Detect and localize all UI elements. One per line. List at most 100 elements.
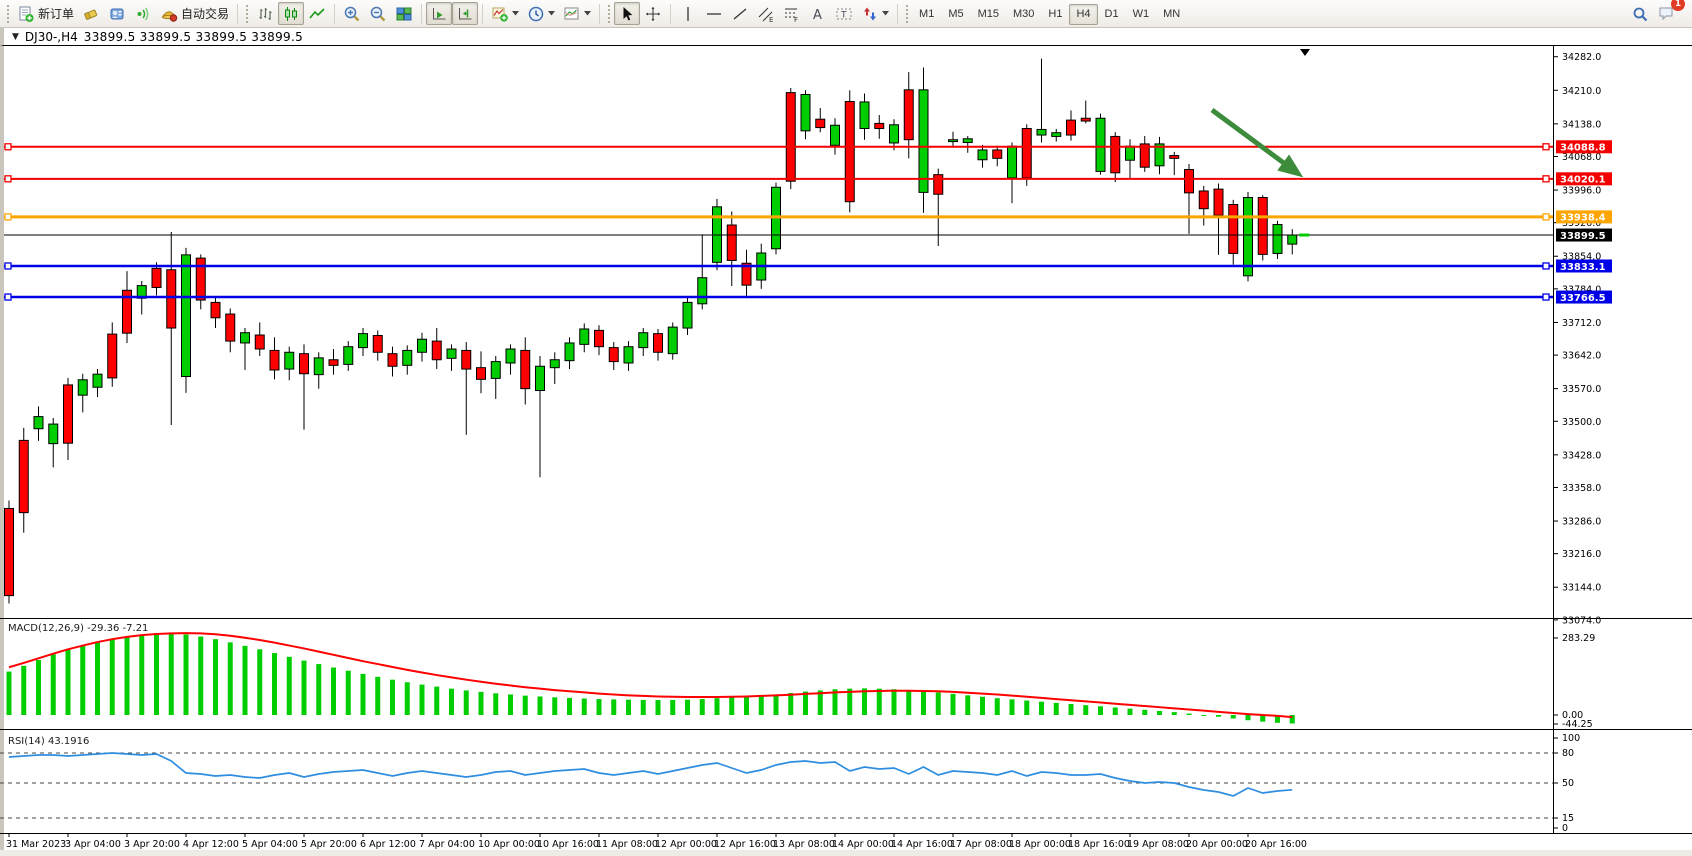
- macd-histogram-bar: [198, 636, 204, 715]
- bar-chart-button[interactable]: [252, 2, 278, 25]
- macd-histogram-bar: [493, 693, 499, 715]
- timeframe-group: M1 M5 M15 M30 H1 H4 D1 W1 MN: [912, 2, 1187, 25]
- macd-histogram-bar: [154, 633, 159, 715]
- macd-histogram-bar: [463, 690, 469, 715]
- new-order-button[interactable]: 新订单: [13, 2, 78, 25]
- macd-histogram-bar: [286, 656, 292, 715]
- macd-histogram-bar: [965, 695, 971, 715]
- zoom-in-button[interactable]: [339, 2, 365, 25]
- toolbar-separator: [897, 3, 899, 24]
- candle: [830, 124, 840, 146]
- equidistant-channel-tool-button[interactable]: E: [753, 2, 779, 25]
- chart-shift-button[interactable]: [452, 2, 479, 25]
- macd-histogram-bar: [316, 664, 322, 715]
- periods-dropdown-button[interactable]: [523, 2, 559, 25]
- macd-histogram-bar: [242, 645, 248, 715]
- macd-histogram-bar: [1275, 715, 1280, 723]
- templates-dropdown-button[interactable]: [559, 2, 595, 25]
- timeframe-h1[interactable]: H1: [1041, 4, 1069, 25]
- macd-histogram-bar: [80, 646, 86, 715]
- macd-histogram-bar: [567, 697, 572, 715]
- macd-histogram-bar: [758, 695, 764, 715]
- line-handle: [1542, 213, 1550, 221]
- svg-text:F: F: [794, 16, 798, 23]
- arrows-dropdown-button[interactable]: [857, 2, 893, 25]
- macd-histogram-bar: [1024, 700, 1030, 715]
- candle: [977, 149, 988, 161]
- crosshair-tool-button[interactable]: [640, 2, 666, 25]
- chart-window: ▼ DJ30-,H4 33899.5 33899.5 33899.5 33899…: [0, 28, 1692, 856]
- candlestick-chart-button[interactable]: [278, 2, 305, 25]
- candle: [254, 334, 265, 350]
- price-tick-label: 33144.0: [1562, 583, 1601, 594]
- macd-histogram-bar: [906, 690, 912, 715]
- chart-shift-marker-icon: [1300, 49, 1310, 56]
- timeframe-mn[interactable]: MN: [1156, 4, 1187, 25]
- horizontal-line-icon: [705, 5, 723, 23]
- macd-histogram-bar: [773, 694, 779, 715]
- candle: [1110, 135, 1121, 174]
- price-chart-canvas[interactable]: 34282.0 34210.0 34138.0 34068.0 33996.0 33926…: [0, 46, 1692, 856]
- new-order-icon: [17, 5, 35, 23]
- horizontal-line-tool-button[interactable]: [701, 2, 727, 25]
- candle: [992, 149, 1003, 159]
- candle: [225, 313, 236, 342]
- price-line-label: [1556, 228, 1612, 242]
- cursor-tool-button[interactable]: [614, 2, 641, 25]
- macd-histogram-bar: [876, 688, 882, 715]
- tile-windows-button[interactable]: [391, 2, 417, 25]
- timeframe-d1[interactable]: D1: [1098, 4, 1126, 25]
- toolbar-separator: [482, 3, 484, 24]
- price-tick-label: 33286.0: [1562, 517, 1601, 528]
- vertical-line-tool-button[interactable]: [675, 2, 701, 25]
- main-toolbar: 新订单 自动交易: [0, 0, 1692, 28]
- zoom-out-button[interactable]: [365, 2, 391, 25]
- timeframe-m15[interactable]: M15: [971, 4, 1006, 25]
- timeframe-m30[interactable]: M30: [1006, 4, 1041, 25]
- timeframe-m1[interactable]: M1: [912, 4, 941, 25]
- candle: [372, 334, 383, 353]
- candle: [1154, 143, 1165, 167]
- candle: [785, 92, 796, 182]
- timeframe-m5[interactable]: M5: [941, 4, 970, 25]
- macd-histogram-bar: [685, 699, 690, 715]
- macd-histogram-bar: [1009, 699, 1015, 715]
- candle: [343, 346, 354, 365]
- macd-histogram-bar: [935, 692, 941, 715]
- text-tool-button[interactable]: A: [805, 2, 831, 25]
- eraser-button[interactable]: [78, 2, 104, 25]
- time-axis-label: 31 Mar 2023: [6, 839, 66, 850]
- line-handle: [4, 143, 12, 151]
- price-tick-label: 34138.0: [1562, 119, 1601, 130]
- price-tick-label: 33428.0: [1562, 450, 1601, 461]
- candlestick-chart-icon: [282, 5, 300, 23]
- time-axis-label: 14 Apr 00:00: [832, 839, 894, 850]
- chart-title-bar: ▼ DJ30-,H4 33899.5 33899.5 33899.5 33899…: [0, 28, 1692, 46]
- rsi-axis-label: 100: [1562, 733, 1580, 744]
- search-button[interactable]: [1627, 2, 1653, 25]
- chat-button[interactable]: [1653, 1, 1679, 24]
- auto-trading-button[interactable]: 自动交易: [156, 2, 233, 25]
- chart-dropdown-icon[interactable]: ▼: [12, 31, 19, 42]
- candle: [741, 262, 752, 286]
- toolbar-separator: [599, 3, 601, 24]
- market-depth-button[interactable]: [104, 2, 130, 25]
- indicators-dropdown-button[interactable]: [487, 2, 523, 25]
- equidistant-channel-icon: E: [757, 5, 775, 23]
- zoom-in-icon: [343, 5, 361, 23]
- sound-alert-button[interactable]: [130, 2, 156, 25]
- macd-histogram-bar: [596, 699, 602, 715]
- macd-histogram-bar: [611, 699, 617, 715]
- timeframe-w1[interactable]: W1: [1126, 4, 1157, 25]
- candle: [1228, 204, 1239, 254]
- timeframe-h4[interactable]: H4: [1069, 3, 1098, 25]
- candle: [461, 349, 472, 370]
- text-label-tool-button[interactable]: T: [831, 2, 857, 25]
- macd-histogram-bar: [1053, 702, 1059, 715]
- auto-scroll-button[interactable]: [426, 2, 453, 25]
- fibonacci-tool-button[interactable]: F: [779, 2, 805, 25]
- line-chart-button[interactable]: [304, 2, 330, 25]
- candle: [697, 277, 708, 305]
- trendline-tool-button[interactable]: [727, 2, 753, 25]
- candle: [667, 326, 678, 355]
